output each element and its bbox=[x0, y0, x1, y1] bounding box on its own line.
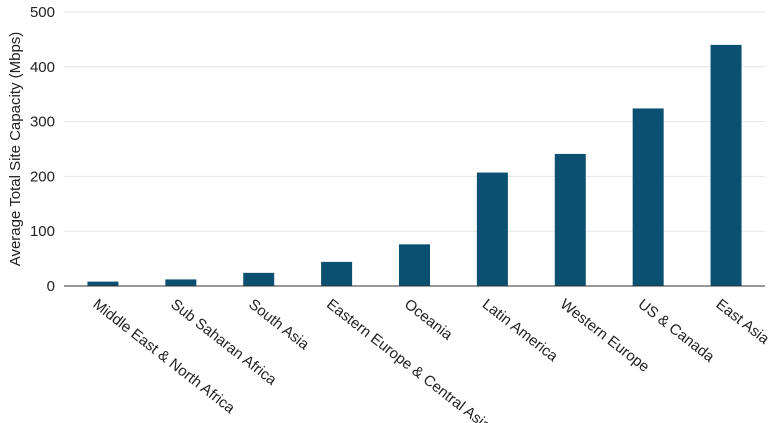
bar bbox=[554, 153, 586, 286]
bar bbox=[321, 261, 353, 286]
y-axis-title: Average Total Site Capacity (Mbps) bbox=[7, 32, 24, 267]
bar bbox=[243, 272, 275, 286]
bar bbox=[476, 172, 508, 286]
y-tick-label: 300 bbox=[30, 114, 55, 131]
bars bbox=[87, 44, 742, 286]
bar bbox=[87, 281, 119, 286]
x-tick-label: Middle East & North Africa bbox=[89, 296, 238, 418]
bar bbox=[165, 279, 197, 286]
y-tick-label: 0 bbox=[47, 278, 55, 295]
y-axis-ticks: 0 100 200 300 400 500 bbox=[30, 4, 55, 295]
y-tick-label: 500 bbox=[30, 4, 55, 21]
y-tick-label: 100 bbox=[30, 223, 55, 240]
x-tick-label: US & Canada bbox=[635, 296, 718, 366]
x-tick-label: East Asia bbox=[713, 296, 773, 348]
x-tick-label: Latin America bbox=[479, 296, 562, 366]
bar bbox=[399, 244, 430, 286]
y-tick-label: 200 bbox=[30, 168, 55, 185]
bar bbox=[710, 44, 742, 286]
bar bbox=[632, 108, 664, 286]
x-tick-label: Oceania bbox=[401, 296, 456, 344]
y-tick-label: 400 bbox=[30, 59, 55, 76]
x-tick-label: South Asia bbox=[245, 296, 312, 354]
